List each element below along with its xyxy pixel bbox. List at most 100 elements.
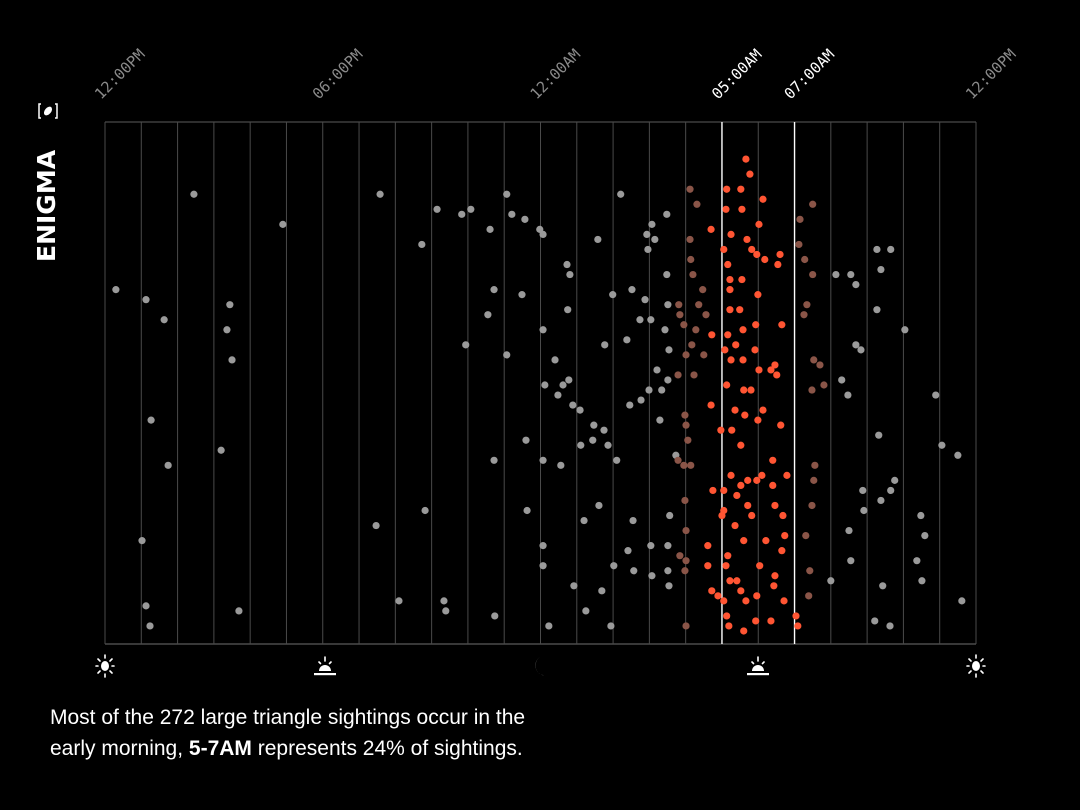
sighting-dot: [486, 225, 494, 233]
sighting-dot: [722, 562, 730, 570]
tick-label: 12:00PM: [91, 45, 148, 102]
sun-icon: [95, 654, 115, 678]
sighting-dot: [440, 597, 448, 605]
sighting-dot: [594, 235, 602, 244]
sighting-dot: [682, 526, 690, 535]
sighting-dot: [653, 366, 661, 374]
sighting-dot: [774, 260, 782, 269]
sighting-dot: [779, 511, 787, 520]
sighting-dot: [223, 326, 231, 334]
sighting-dot: [738, 205, 746, 213]
sighting-dot: [744, 501, 752, 510]
sighting-dot: [873, 306, 881, 314]
sighting-dot: [778, 547, 786, 555]
sighting-dot: [921, 532, 929, 540]
sighting-dot: [737, 441, 745, 449]
sighting-dot: [684, 436, 692, 444]
sighting-dot: [142, 602, 150, 610]
sighting-dot: [563, 260, 571, 269]
sighting-dot: [954, 451, 962, 459]
sightings-chart: 12:00PM 06:00PM 12:00AM 05:00AM 07:00AM 12:00…: [91, 45, 1020, 645]
sighting-dot: [852, 281, 860, 289]
sighting-dot: [160, 316, 168, 324]
sighting-dot: [682, 421, 690, 429]
sighting-dot: [577, 441, 585, 449]
sighting-dot: [702, 311, 710, 319]
sighting-dot: [739, 326, 747, 334]
sighting-dot: [771, 361, 779, 369]
sighting-dot: [740, 386, 748, 394]
sighting-dot: [643, 230, 651, 238]
sighting-dot: [871, 617, 879, 625]
sighting-dot: [783, 471, 791, 479]
sighting-dot: [731, 521, 739, 530]
sighting-dot: [664, 567, 672, 575]
sighting-dot: [753, 592, 761, 600]
sighting-dot: [733, 577, 741, 585]
sighting-dot: [609, 291, 617, 299]
sighting-dot: [570, 582, 578, 590]
sighting-dot: [656, 416, 664, 424]
tick-label: 12:00AM: [527, 45, 584, 102]
sighting-dot: [742, 155, 750, 163]
sighting-dot: [372, 521, 380, 530]
caption-line-2-prefix: early morning,: [50, 737, 189, 760]
sighting-dot: [164, 461, 172, 469]
sighting-dot: [887, 245, 895, 254]
sighting-dot: [279, 220, 287, 228]
sighting-dot: [838, 376, 846, 384]
sighting-dot: [792, 612, 800, 620]
sighting-dot: [751, 346, 759, 354]
sighting-dot: [720, 486, 728, 495]
sighting-dot: [748, 245, 756, 254]
sighting-dot: [724, 331, 732, 339]
sighting-dot: [852, 341, 860, 349]
sighting-dot: [938, 441, 946, 449]
sighting-dot: [737, 587, 745, 595]
sighting-dot: [801, 255, 809, 264]
sighting-dot: [820, 381, 828, 389]
sighting-dot: [717, 426, 725, 434]
sighting-dot: [752, 617, 760, 625]
sighting-dot: [780, 597, 788, 605]
sighting-dot: [809, 270, 817, 279]
sighting-dot: [626, 401, 634, 409]
sighting-dot: [503, 351, 511, 359]
sighting-dot: [723, 185, 731, 193]
sighting-dot: [595, 501, 603, 510]
sighting-dot: [781, 532, 789, 540]
sighting-dot: [582, 607, 590, 615]
sighting-dot: [707, 401, 715, 409]
sighting-dot: [738, 275, 746, 284]
sighting-dot: [743, 235, 751, 244]
sighting-dot: [623, 336, 631, 344]
tick-label: 12:00PM: [962, 45, 1019, 102]
sighting-dot: [395, 597, 403, 605]
sighting-dot: [746, 170, 754, 178]
sighting-dot: [647, 542, 655, 550]
sighting-dot: [726, 286, 734, 294]
sighting-dot: [741, 411, 749, 419]
sighting-dot: [737, 481, 745, 489]
sighting-dot: [688, 341, 696, 349]
sighting-dot: [753, 476, 761, 484]
sighting-dot: [663, 270, 671, 279]
sighting-dot: [891, 476, 899, 484]
sighting-dot: [918, 577, 926, 585]
sighting-dot: [726, 306, 734, 314]
sighting-dot: [769, 456, 777, 464]
sighting-dot: [917, 511, 925, 520]
sighting-dot: [680, 461, 688, 469]
sighting-dot: [664, 542, 672, 550]
sighting-dot: [675, 301, 683, 309]
sighting-dot: [442, 607, 450, 615]
sighting-dot: [636, 316, 644, 324]
sighting-dot: [607, 622, 615, 630]
sighting-dot: [458, 210, 466, 218]
sighting-dot: [600, 426, 608, 434]
sighting-dot: [800, 311, 808, 319]
sighting-dot: [755, 220, 763, 228]
sighting-dot: [541, 381, 549, 389]
sighting-dot: [228, 356, 236, 364]
sighting-dot: [665, 346, 673, 354]
